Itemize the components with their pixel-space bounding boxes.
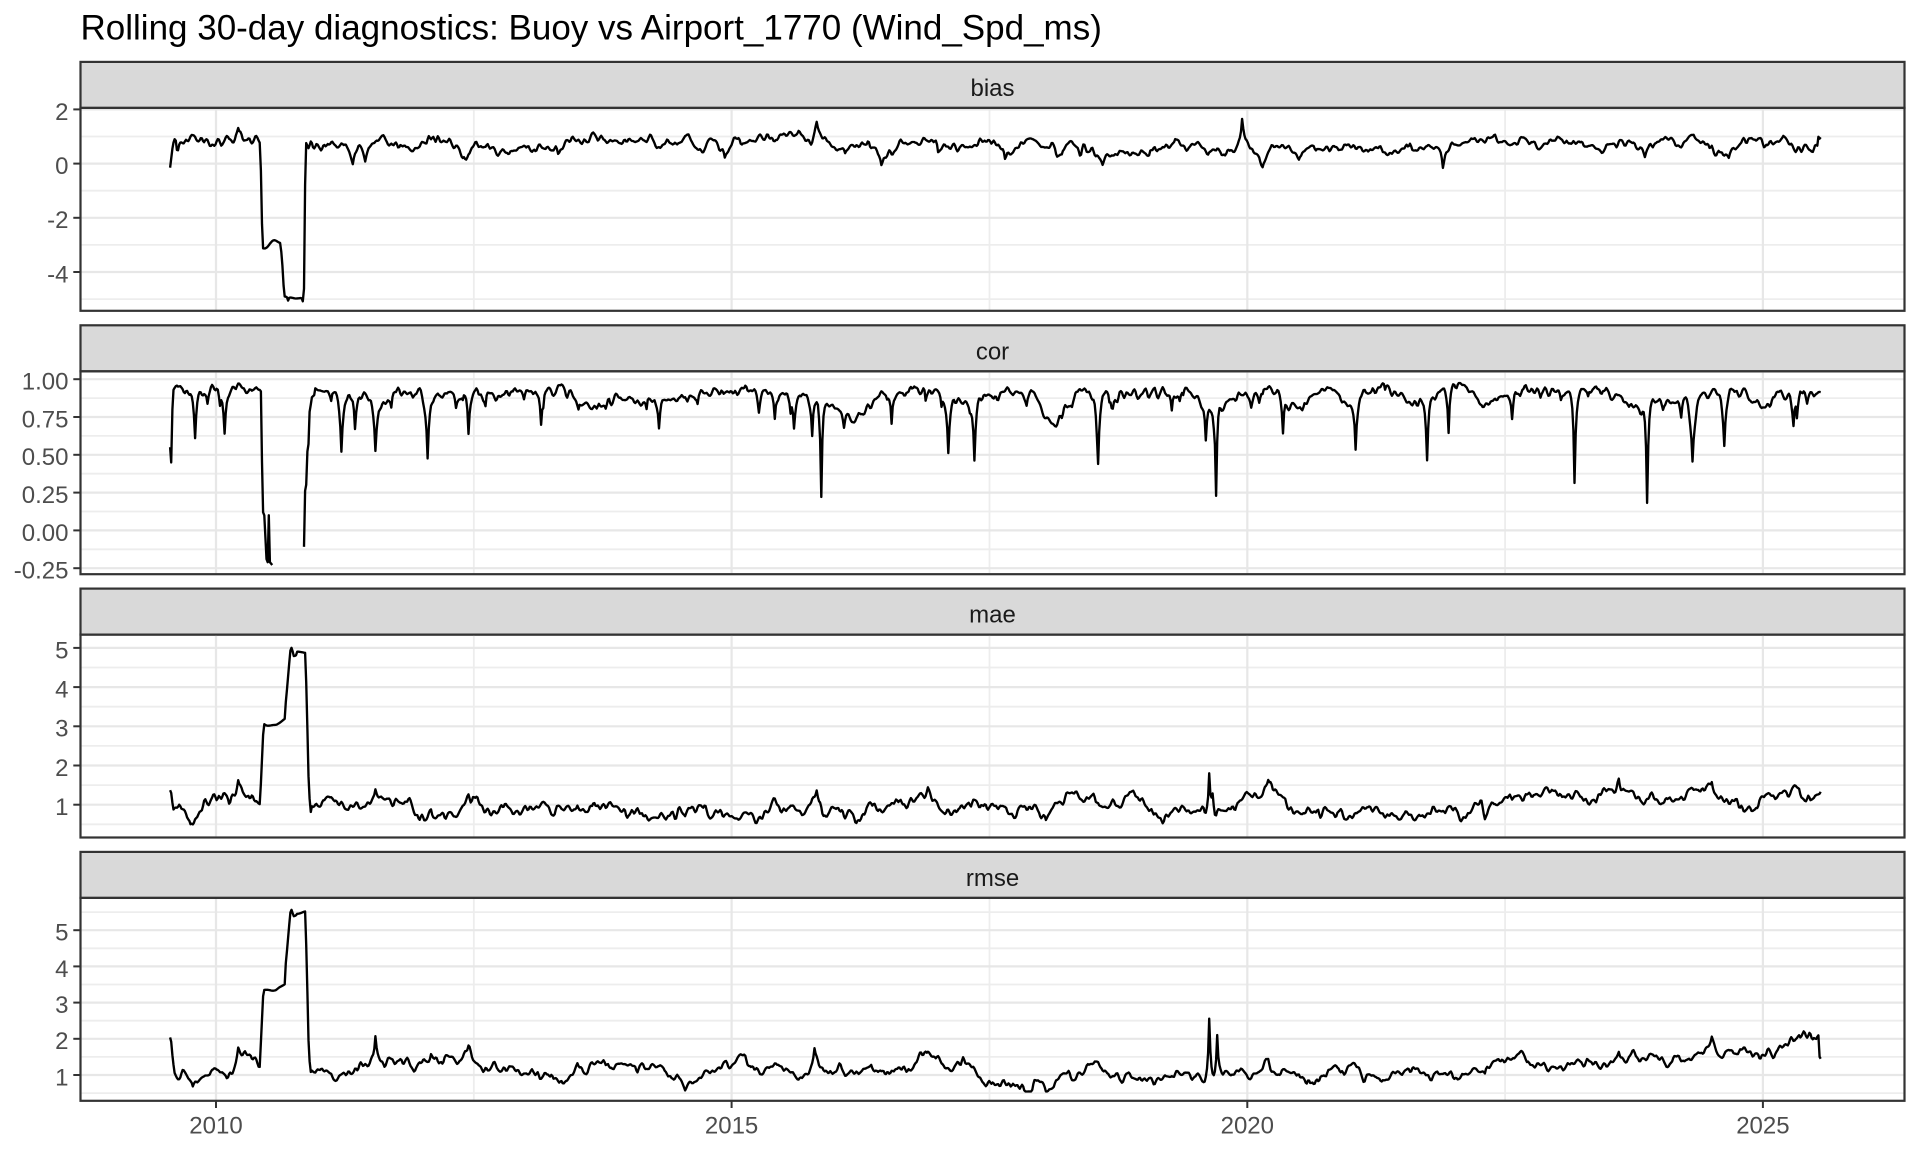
svg-text:2015: 2015 xyxy=(705,1113,758,1140)
svg-text:0.00: 0.00 xyxy=(22,520,69,547)
svg-text:0.25: 0.25 xyxy=(22,482,69,509)
svg-text:0.75: 0.75 xyxy=(22,406,69,433)
svg-text:-2: -2 xyxy=(47,207,68,234)
svg-text:rmse: rmse xyxy=(966,865,1019,892)
svg-text:0.50: 0.50 xyxy=(22,444,69,471)
svg-text:-4: -4 xyxy=(47,261,68,288)
svg-text:Rolling 30-day diagnostics: Bu: Rolling 30-day diagnostics: Buoy vs Airp… xyxy=(81,9,1102,48)
svg-text:-0.25: -0.25 xyxy=(14,558,69,585)
svg-text:3: 3 xyxy=(55,992,68,1019)
svg-text:5: 5 xyxy=(55,637,68,664)
svg-text:2010: 2010 xyxy=(189,1113,242,1140)
svg-text:4: 4 xyxy=(55,677,68,704)
svg-text:2020: 2020 xyxy=(1221,1113,1274,1140)
svg-text:bias: bias xyxy=(970,75,1014,102)
svg-text:2: 2 xyxy=(55,99,68,126)
svg-text:4: 4 xyxy=(55,956,68,983)
svg-text:1.00: 1.00 xyxy=(22,369,69,396)
svg-text:2: 2 xyxy=(55,755,68,782)
svg-text:cor: cor xyxy=(976,338,1009,365)
svg-text:0: 0 xyxy=(55,153,68,180)
svg-text:1: 1 xyxy=(55,1064,68,1091)
svg-text:3: 3 xyxy=(55,716,68,743)
svg-text:mae: mae xyxy=(969,602,1016,629)
svg-text:1: 1 xyxy=(55,794,68,821)
svg-text:2: 2 xyxy=(55,1028,68,1055)
svg-text:5: 5 xyxy=(55,920,68,947)
svg-text:2025: 2025 xyxy=(1736,1113,1789,1140)
